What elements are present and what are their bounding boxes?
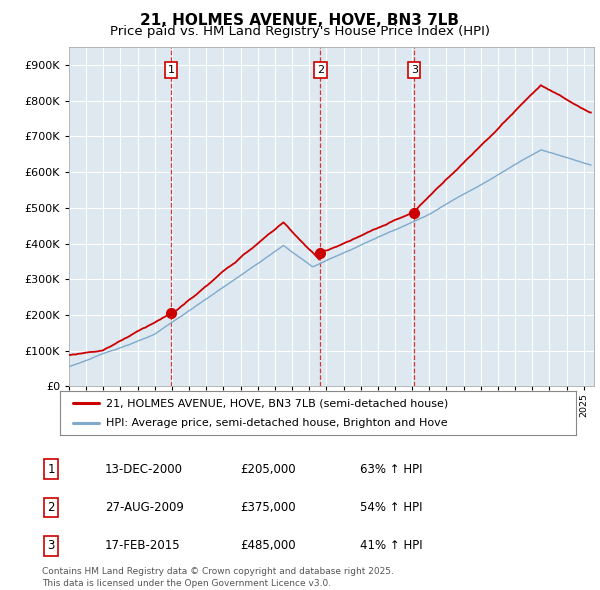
Text: £375,000: £375,000 [240, 501, 296, 514]
Text: 1: 1 [47, 463, 55, 476]
Text: £485,000: £485,000 [240, 539, 296, 552]
Text: 2: 2 [47, 501, 55, 514]
Text: 41% ↑ HPI: 41% ↑ HPI [360, 539, 422, 552]
Text: HPI: Average price, semi-detached house, Brighton and Hove: HPI: Average price, semi-detached house,… [106, 418, 448, 428]
Text: 1: 1 [167, 65, 175, 75]
Text: 2: 2 [317, 65, 324, 75]
Text: 17-FEB-2015: 17-FEB-2015 [105, 539, 181, 552]
Text: 13-DEC-2000: 13-DEC-2000 [105, 463, 183, 476]
Text: 54% ↑ HPI: 54% ↑ HPI [360, 501, 422, 514]
Text: 63% ↑ HPI: 63% ↑ HPI [360, 463, 422, 476]
Text: 21, HOLMES AVENUE, HOVE, BN3 7LB: 21, HOLMES AVENUE, HOVE, BN3 7LB [140, 13, 460, 28]
Text: 3: 3 [410, 65, 418, 75]
Text: Contains HM Land Registry data © Crown copyright and database right 2025.
This d: Contains HM Land Registry data © Crown c… [42, 567, 394, 588]
Text: 3: 3 [47, 539, 55, 552]
Text: Price paid vs. HM Land Registry's House Price Index (HPI): Price paid vs. HM Land Registry's House … [110, 25, 490, 38]
Text: 27-AUG-2009: 27-AUG-2009 [105, 501, 184, 514]
Text: £205,000: £205,000 [240, 463, 296, 476]
Text: 21, HOLMES AVENUE, HOVE, BN3 7LB (semi-detached house): 21, HOLMES AVENUE, HOVE, BN3 7LB (semi-d… [106, 398, 449, 408]
